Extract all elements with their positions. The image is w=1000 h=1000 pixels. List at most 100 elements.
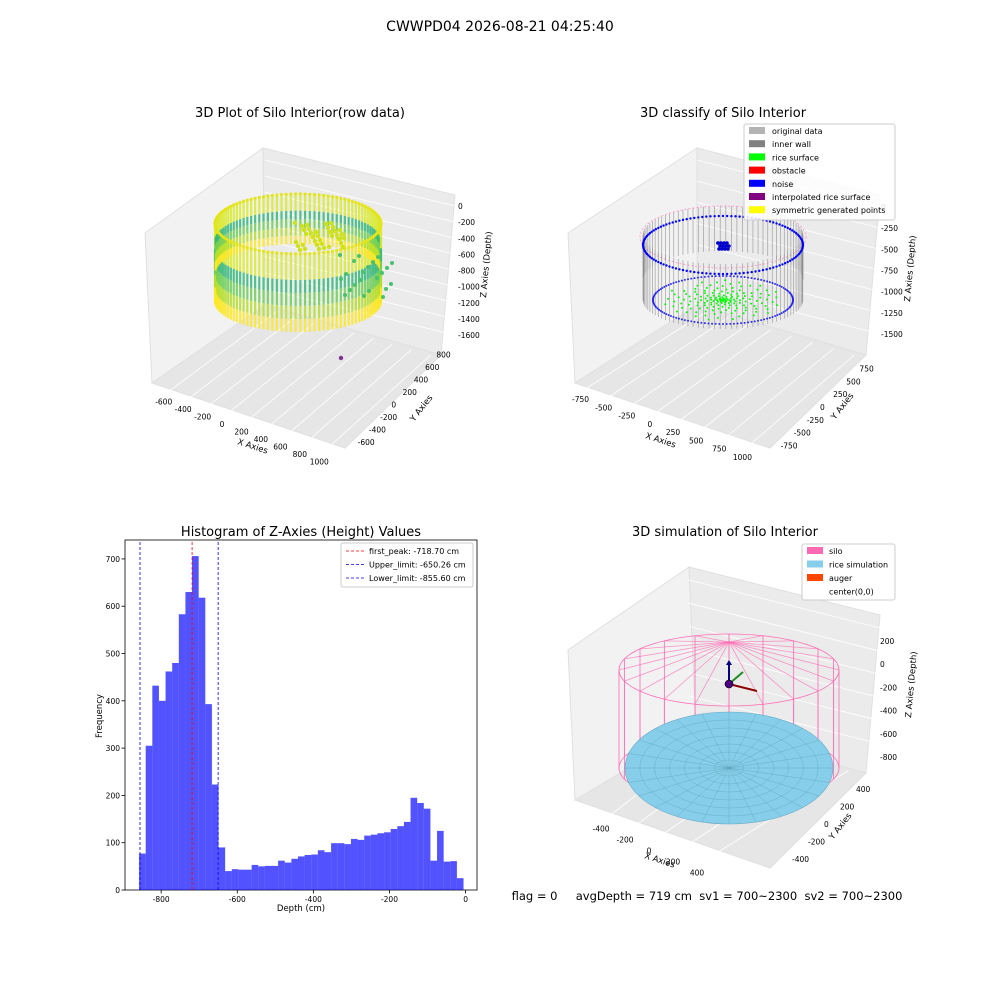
histogram-bar [178, 614, 186, 890]
y-tick-label: 0 [820, 403, 825, 412]
y-tick-label: 600 [425, 363, 440, 372]
legend-label: noise [772, 180, 793, 189]
histogram-x-axis-label: Depth (cm) [277, 904, 325, 914]
histogram-y-tick-label: 600 [106, 602, 121, 611]
y-tick-label: -400 [369, 425, 386, 434]
raw-axis-ticks: -600-400-20002004006008001000-600-400-20… [155, 202, 480, 466]
y-tick-label: -500 [794, 429, 811, 438]
histogram-bar [384, 832, 391, 890]
raw-outlier-point [338, 355, 344, 361]
x-tick-label: 400 [254, 435, 269, 444]
y-tick-label: -250 [807, 416, 824, 425]
legend-swatch [807, 560, 823, 568]
legend-label: inner wall [772, 140, 811, 149]
histogram-y-tick-label: 500 [106, 650, 121, 659]
histogram-bar [198, 597, 206, 890]
histogram-bar [145, 745, 153, 890]
histogram-bar [417, 802, 424, 890]
histogram-x-tick-label: 0 [463, 895, 468, 904]
z-tick-label: -1000 [881, 288, 903, 297]
x-tick-label: -500 [595, 403, 612, 412]
histogram-x-tick-label: -800 [153, 895, 170, 904]
histogram-x-ticks: -800 -600 -400 -200 0 [153, 890, 468, 904]
simulation-rice-surface [624, 711, 834, 825]
histogram-bar [297, 856, 305, 890]
z-tick-label: -250 [881, 224, 898, 233]
histogram-y-tick-label: 300 [106, 744, 121, 753]
x-tick-label: 600 [273, 442, 288, 451]
z-tick-label: -800 [880, 753, 897, 762]
z-tick-label: -1600 [458, 331, 480, 340]
z-tick-label: -600 [458, 250, 475, 259]
z-tick-label: 0 [458, 202, 463, 211]
simulation-y-axis-label: Y Axies [827, 811, 855, 843]
histogram-bar [357, 839, 365, 890]
z-tick-label: -400 [458, 234, 475, 243]
histogram-bar [337, 843, 345, 890]
histogram-y-tick-label: 100 [106, 839, 121, 848]
histogram-bar [317, 850, 325, 890]
histogram-bar [390, 828, 398, 890]
y-tick-label: -200 [808, 838, 825, 847]
x-tick-label: 200 [666, 858, 681, 867]
y-tick-label: 200 [840, 802, 855, 811]
simulation-footer-status: flag = 0 avgDepth = 719 cm sv1 = 700~230… [512, 889, 903, 903]
histogram-y-tick-label: 700 [106, 555, 121, 564]
histogram-bar [311, 854, 318, 890]
histogram-bar [271, 865, 279, 890]
x-tick-label: 750 [712, 445, 727, 454]
histogram-bar [238, 869, 246, 890]
simulation-3d-plot: 3D simulation of Silo Interior -400 -200 0… [512, 525, 920, 903]
simulation-axis-ticks: -400-2000200400-400-20002004002000-200-4… [592, 637, 897, 878]
y-tick-label: 400 [856, 785, 871, 794]
x-tick-label: -200 [194, 413, 211, 422]
histogram-legend: first_peak: -718.70 cm Upper_limit: -650.… [340, 542, 474, 588]
y-tick-label: 400 [414, 375, 429, 384]
simulation-center-marker [724, 679, 734, 689]
z-tick-label: -1000 [458, 283, 480, 292]
histogram-bar [423, 808, 431, 890]
histogram-plot: Histogram of Z-Axies (Height) Values -80… [95, 525, 478, 914]
histogram-bar [139, 853, 146, 890]
z-tick-label: -500 [881, 245, 898, 254]
histogram-bar [377, 833, 385, 890]
histogram-bar [278, 860, 285, 890]
histogram-bar [364, 835, 371, 890]
legend-swatch [807, 547, 823, 554]
histogram-y-axis-label: Frequency [95, 694, 105, 738]
x-tick-label: -250 [618, 412, 635, 421]
histogram-bar [410, 797, 418, 890]
x-tick-label: -750 [572, 395, 589, 404]
histogram-bar [172, 662, 179, 890]
histogram-x-tick-label: -400 [305, 895, 322, 904]
histogram-bar [225, 871, 232, 890]
histogram-bar [331, 843, 338, 890]
y-tick-label: 500 [846, 377, 861, 386]
classify-z-axis-label: Z Axies (Depth) [903, 235, 919, 302]
histogram-bar [158, 700, 166, 890]
legend-label: silo [829, 547, 843, 556]
legend-label: original data [772, 127, 823, 136]
classify-plot-title: 3D classify of Silo Interior [640, 106, 807, 121]
raw-pane-floor [150, 304, 442, 449]
legend-label: obstacle [772, 167, 806, 176]
x-tick-label: 1000 [733, 453, 752, 462]
histogram-bar [284, 862, 292, 890]
x-tick-label: 0 [648, 420, 653, 429]
histogram-bar [245, 869, 252, 890]
y-tick-label: -200 [380, 413, 397, 422]
histogram-y-ticks: 0 100 200 300 400 500 600 700 [106, 555, 125, 895]
z-tick-label: -750 [881, 267, 898, 276]
histogram-bar [192, 556, 199, 890]
x-tick-label: 500 [689, 436, 704, 445]
legend-label: symmetric generated points [772, 206, 885, 215]
x-tick-label: 400 [690, 869, 705, 878]
histogram-bar [165, 671, 173, 890]
y-tick-label: 250 [833, 390, 848, 399]
y-tick-label: 200 [403, 388, 418, 397]
z-tick-label: -200 [880, 683, 897, 692]
histogram-bar [370, 834, 378, 890]
raw-plot-title: 3D Plot of Silo Interior(row data) [195, 106, 405, 121]
z-tick-label: 0 [880, 660, 885, 669]
